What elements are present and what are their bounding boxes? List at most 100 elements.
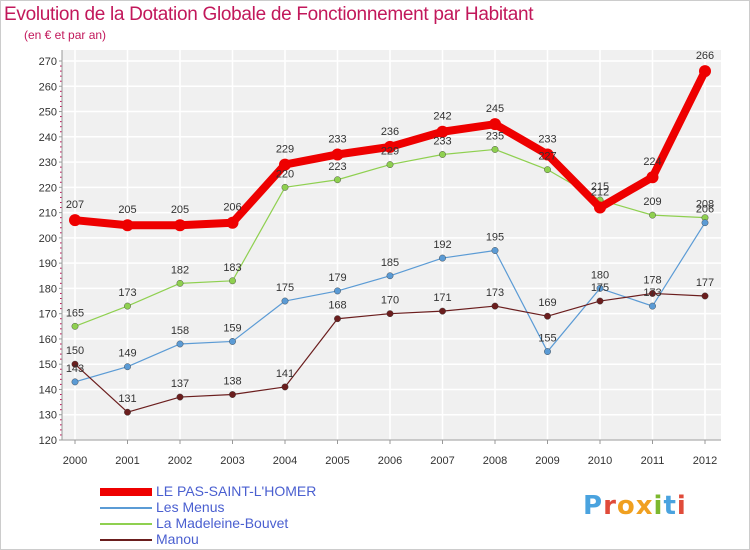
series-3-label-2001: 131 xyxy=(118,393,136,405)
series-3-label-2010: 175 xyxy=(591,282,609,294)
series-2-label-2012: 208 xyxy=(696,199,714,211)
series-3-point-2005 xyxy=(334,315,341,323)
series-0-label-2012: 266 xyxy=(696,50,714,62)
x-tick-label-2011: 2011 xyxy=(641,455,665,467)
series-0-label-2003: 206 xyxy=(223,202,241,214)
series-1-point-2012 xyxy=(701,219,709,227)
y-tick-label-270: 270 xyxy=(39,56,57,68)
series-2-point-2009 xyxy=(544,166,551,174)
legend-label-series-2: La Madeleine-Bouvet xyxy=(156,515,289,531)
series-3-point-2012 xyxy=(701,292,709,300)
series-0-label-2000: 207 xyxy=(66,199,84,211)
series-2-label-2001: 173 xyxy=(118,287,136,299)
series-0-point-2006 xyxy=(384,140,396,153)
series-1-label-2008: 195 xyxy=(486,232,504,244)
x-tick-label-2002: 2002 xyxy=(168,455,192,467)
series-3-point-2009 xyxy=(544,312,551,320)
series-1-point-2007 xyxy=(439,254,446,262)
series-3-point-2007 xyxy=(439,307,446,315)
legend-item-series-2: La Madeleine-Bouvet xyxy=(100,515,400,532)
series-1-point-2011 xyxy=(649,302,656,310)
x-tick-label-2009: 2009 xyxy=(535,455,559,467)
series-3-label-2006: 170 xyxy=(381,295,399,307)
logo-letter-2: o xyxy=(616,491,636,521)
series-2-label-2004: 220 xyxy=(276,168,294,180)
series-1-label-2005: 179 xyxy=(328,272,346,284)
series-3-label-2009: 169 xyxy=(538,297,556,309)
series-2-label-2009: 227 xyxy=(538,151,556,163)
series-0-label-2007: 242 xyxy=(433,111,451,123)
y-tick-label-250: 250 xyxy=(39,107,57,119)
series-0-point-2005 xyxy=(331,148,344,161)
series-2-label-2008: 235 xyxy=(486,130,504,142)
series-0-point-2008 xyxy=(489,118,501,131)
series-2-point-2002 xyxy=(176,279,184,287)
series-2-point-2006 xyxy=(386,161,394,168)
y-tick-label-130: 130 xyxy=(39,410,57,422)
legend-label-series-0: LE PAS-SAINT-L'HOMER xyxy=(156,483,317,499)
x-tick-label-2012: 2012 xyxy=(693,455,717,467)
series-1-point-2005 xyxy=(334,287,341,295)
series-3-label-2012: 177 xyxy=(696,277,714,289)
legend-swatch-series-3 xyxy=(100,539,152,541)
logo-letter-6: i xyxy=(676,491,687,521)
series-3-point-2008 xyxy=(491,302,499,310)
series-3-label-2011: 178 xyxy=(643,274,661,286)
series-1-point-2000 xyxy=(71,378,79,386)
series-2-point-2000 xyxy=(71,322,79,330)
y-tick-label-160: 160 xyxy=(39,334,57,346)
series-0-point-2011 xyxy=(646,171,659,184)
series-0-label-2006: 236 xyxy=(381,126,399,138)
x-tick-label-2010: 2010 xyxy=(588,455,612,467)
series-0-label-2004: 229 xyxy=(276,144,294,156)
y-tick-label-120: 120 xyxy=(39,435,57,447)
series-3-label-2005: 168 xyxy=(328,300,346,312)
series-3-point-2002 xyxy=(176,393,184,401)
y-tick-label-170: 170 xyxy=(39,309,57,321)
logo-letter-3: x xyxy=(635,491,654,521)
logo-letter-4: i xyxy=(653,491,664,521)
y-tick-label-210: 210 xyxy=(39,208,57,220)
y-tick-label-150: 150 xyxy=(39,359,57,371)
series-2-label-2002: 182 xyxy=(171,264,189,276)
series-3-point-2011 xyxy=(649,290,656,297)
series-2-label-2005: 223 xyxy=(328,161,346,173)
series-2-label-2011: 209 xyxy=(643,196,661,208)
series-2-point-2007 xyxy=(439,151,446,158)
legend-item-series-1: Les Menus xyxy=(100,499,400,516)
series-1-point-2006 xyxy=(386,272,394,280)
y-tick-label-240: 240 xyxy=(39,132,57,144)
series-1-label-2006: 185 xyxy=(381,257,399,269)
series-3-point-2006 xyxy=(386,310,394,318)
logo-letter-5: t xyxy=(663,491,677,521)
chart-subtitle: (en € et par an) xyxy=(24,28,107,42)
series-3-point-2010 xyxy=(596,297,604,305)
x-tick-label-2005: 2005 xyxy=(325,455,349,467)
legend-item-series-3: Manou xyxy=(100,531,400,548)
series-2-point-2003 xyxy=(229,277,236,285)
y-tick-label-200: 200 xyxy=(39,233,57,245)
legend-swatch-series-0 xyxy=(100,488,152,496)
x-tick-label-2003: 2003 xyxy=(220,455,244,467)
series-0-point-2009 xyxy=(541,148,554,161)
series-0-label-2011: 224 xyxy=(643,156,661,168)
logo-letter-1: r xyxy=(603,491,617,521)
series-1-point-2003 xyxy=(229,338,236,345)
series-1-label-2012: 206 xyxy=(696,204,714,216)
series-0-label-2002: 205 xyxy=(171,204,189,216)
series-2-label-2007: 233 xyxy=(433,135,451,147)
series-3-label-2003: 138 xyxy=(223,376,241,388)
legend-swatch-series-2 xyxy=(100,523,152,525)
series-1-label-2010: 180 xyxy=(591,269,609,281)
series-1-point-2010 xyxy=(596,284,604,292)
x-tick-label-2000: 2000 xyxy=(63,455,87,467)
series-3-label-2007: 171 xyxy=(433,292,451,304)
series-1-point-2008 xyxy=(491,247,499,254)
logo-letter-0: P xyxy=(583,491,604,521)
legend-label-series-1: Les Menus xyxy=(156,499,225,515)
series-1-point-2002 xyxy=(176,340,184,348)
series-1-point-2004 xyxy=(281,297,289,305)
series-2-label-2000: 165 xyxy=(66,307,84,319)
x-tick-label-2004: 2004 xyxy=(273,455,297,467)
